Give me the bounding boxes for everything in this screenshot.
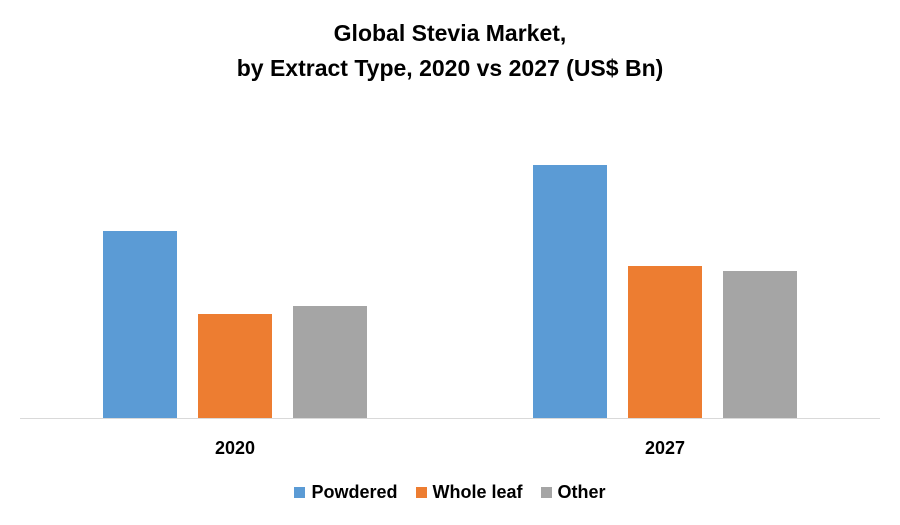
legend-swatch <box>540 487 552 498</box>
legend-swatch <box>294 487 306 498</box>
bar-whole-leaf-2020 <box>198 314 272 418</box>
bar-other-2027 <box>723 271 797 418</box>
x-tick-label: 2027 <box>645 438 685 458</box>
legend-item: Powdered <box>294 482 398 503</box>
legend-swatch <box>415 487 427 498</box>
bar-powdered-2027 <box>533 165 607 418</box>
bar-powdered-2020 <box>103 231 177 418</box>
legend-item: Whole leaf <box>415 482 523 503</box>
x-tick-label: 2020 <box>215 438 255 458</box>
chart-title: Global Stevia Market, <box>333 20 567 46</box>
legend: Powdered Whole leaf Other <box>0 482 900 503</box>
bar-whole-leaf-2027 <box>628 266 702 418</box>
legend-item: Other <box>540 482 606 503</box>
bar-other-2020 <box>293 306 367 418</box>
legend-label: Whole leaf <box>432 482 523 502</box>
chart-subtitle: by Extract Type, 2020 vs 2027 (US$ Bn) <box>236 55 664 81</box>
legend-label: Powdered <box>311 482 398 502</box>
legend-label: Other <box>557 482 606 502</box>
